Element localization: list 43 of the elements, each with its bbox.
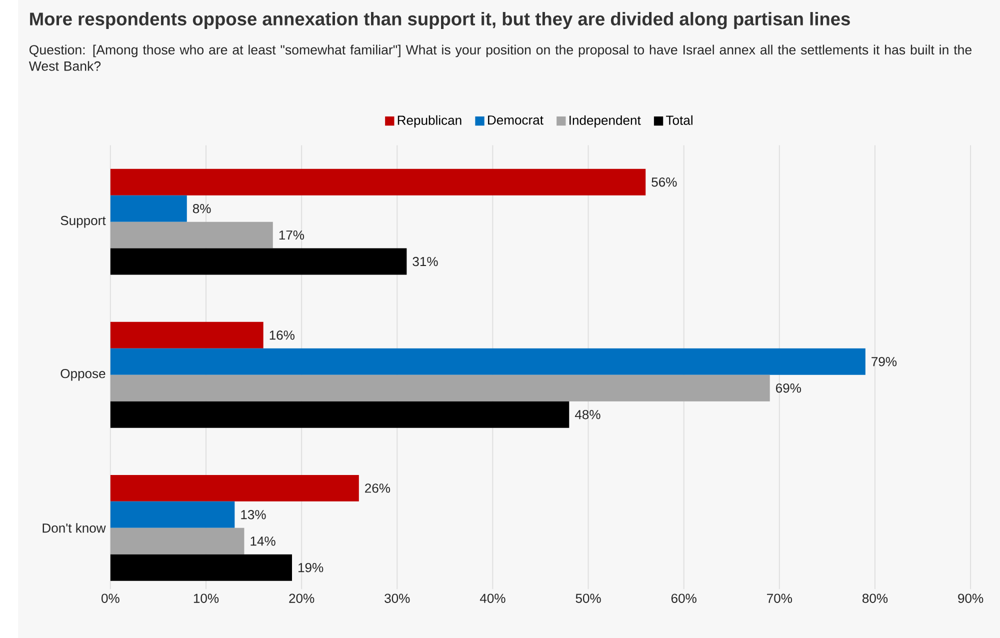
x-tick-label: 90% (958, 594, 984, 603)
data-label: 48% (574, 410, 600, 420)
data-label: 19% (298, 562, 324, 572)
bar (110, 528, 244, 554)
legend-label: Democrat (488, 115, 544, 125)
x-tick-label: 50% (576, 594, 601, 603)
data-label: 16% (270, 330, 294, 340)
x-tick-label: 30% (384, 594, 410, 603)
bar (110, 474, 359, 502)
x-tick-label: 20% (289, 594, 314, 603)
x-tick-label: 70% (767, 594, 792, 603)
x-tick-label: 60% (671, 594, 696, 603)
bar (110, 501, 235, 528)
bar (110, 195, 187, 222)
bar (110, 322, 264, 348)
bar (110, 554, 292, 581)
x-tick-label: 80% (862, 594, 888, 603)
data-label: 56% (652, 177, 677, 187)
legend-label: Independent (570, 115, 641, 128)
data-label: 13% (241, 510, 266, 520)
chart-title: More respondents oppose annexation than support it, but they are divided along partisan lines (30, 12, 850, 30)
chart-subtitle: Question: [Among those who are at least "somewhat familiar"] What is your position on the proposal to have Israel annex all the settlements it has built in the West Bank? (28, 44, 972, 71)
bar (110, 222, 273, 248)
data-label: 79% (872, 356, 897, 366)
y-tick-label: Don't know (42, 523, 106, 533)
y-tick-label: Oppose (60, 368, 106, 381)
y-tick-label: Support (60, 216, 106, 228)
x-tick-label: 10% (194, 594, 219, 603)
data-label: 17% (279, 230, 304, 240)
data-label: 26% (365, 483, 390, 493)
bar (110, 168, 646, 196)
bar (110, 248, 407, 275)
data-label: 8% (192, 204, 211, 214)
legend-label: Total (666, 115, 692, 125)
bar (110, 374, 770, 402)
x-tick-label: 40% (480, 594, 506, 603)
data-label: 31% (412, 256, 438, 266)
data-label: 14% (250, 536, 276, 546)
legend-label: Republican (398, 115, 462, 128)
x-tick-label: 0% (102, 594, 120, 603)
data-label: 69% (776, 383, 801, 393)
bar (110, 401, 570, 428)
bar (110, 348, 866, 375)
